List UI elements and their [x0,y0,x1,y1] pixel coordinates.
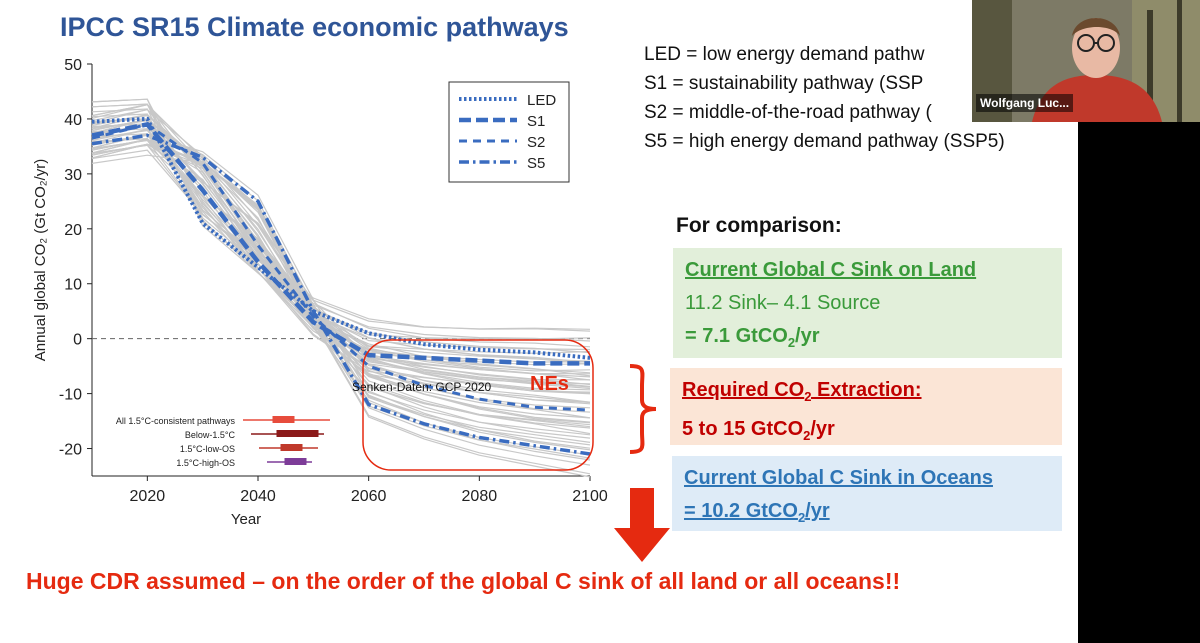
inset-legend-label: 1.5°C-high-OS [176,458,235,468]
inset-legend-label: All 1.5°C-consistent pathways [116,416,236,426]
inset-range-box [276,430,319,437]
down-arrow-icon [614,488,670,562]
x-tick-label: 2060 [351,488,387,505]
required-extraction-box: Required CO2 Extraction: 5 to 15 GtCO2/y… [670,368,1062,445]
slide: IPCC SR15 Climate economic pathways 50 40… [0,0,1078,643]
y-tick-label: -10 [59,387,82,404]
y-tick-label: -20 [59,442,82,459]
land-sink-total: = 7.1 GtCO2/yr [685,325,820,350]
definition-s1: S1 = sustainability pathway (SSP [644,73,924,94]
x-axis-label: Year [231,511,261,528]
ocean-sink-heading: Current Global C Sink in Oceans [684,467,993,489]
ensemble-pathway-line [91,118,591,330]
ocean-sink-value: = 10.2 GtCO2/yr [684,500,830,525]
x-tick-label: 2100 [572,488,608,505]
ensemble-pathway-line [91,143,591,424]
ensemble-pathway-line [91,138,591,478]
y-tick-label: 0 [73,332,82,349]
y-axis-label: Annual global CO₂ (Gt CO₂/yr) [32,159,49,362]
conclusion-text: Huge CDR assumed – on the order of the g… [26,568,901,594]
land-sink-detail: 11.2 Sink– 4.1 Source [685,292,881,314]
ensemble-pathway-line [91,143,591,429]
legend-label-s5: S5 [527,155,545,172]
y-tick-label: 10 [64,277,82,294]
y-tick-label: 20 [64,222,82,239]
inset-range-box [284,458,307,465]
land-sink-box: Current Global C Sink on Land 11.2 Sink–… [673,248,1062,358]
slide-title: IPCC SR15 Climate economic pathways [60,12,569,42]
ensemble-pathway-line [91,143,591,381]
series-line-s5 [91,133,591,456]
legend-label-s1: S1 [527,113,545,130]
webcam-tile[interactable]: Wolfgang Luc... [972,0,1200,122]
series-line-s1 [91,121,590,366]
y-tick-label: 30 [64,167,82,184]
x-tick-label: 2040 [240,488,276,505]
ensemble-pathway-line [91,154,591,475]
y-tick-label: 50 [64,57,82,74]
emissions-chart: 50 40 30 20 10 0 -10 -20 2020 2040 2060 2080 2100 Yea… [32,57,608,528]
inset-legend-label: 1.5°C-low-OS [180,444,235,454]
legend-label-s2: S2 [527,134,545,151]
nes-label: NEs [530,373,569,395]
comparison-title: For comparison: [676,214,842,237]
ensemble-pathway-line [91,114,591,459]
nes-highlight-box [362,339,594,471]
required-extraction-value: 5 to 15 GtCO2/yr [682,418,835,443]
definition-s5: S5 = high energy demand pathway (SSP5) [644,131,1005,152]
y-tick-label: 40 [64,112,82,129]
definition-s2: S2 = middle-of-the-road pathway ( [644,102,932,123]
ensemble-pathway-line [91,139,591,364]
inset-legend-label: Below-1.5°C [185,430,236,440]
land-sink-heading: Current Global C Sink on Land [685,259,977,281]
legend-label-led: LED [527,92,556,109]
x-tick-label: 2080 [462,488,498,505]
curly-brace-icon [629,364,657,454]
participant-name-label: Wolfgang Luc... [976,94,1074,112]
ocean-sink-box: Current Global C Sink in Oceans = 10.2 G… [672,456,1062,531]
inset-range-box [272,416,295,423]
ensemble-pathway-line [91,144,591,388]
required-extraction-heading: Required CO2 Extraction: [682,379,922,404]
x-tick-label: 2020 [130,488,166,505]
definition-led: LED = low energy demand pathw [644,44,925,65]
inset-range-box [280,444,303,451]
senken-annotation: Senken-Daten: GCP 2020 [352,380,492,394]
series-line-s2 [91,122,591,412]
